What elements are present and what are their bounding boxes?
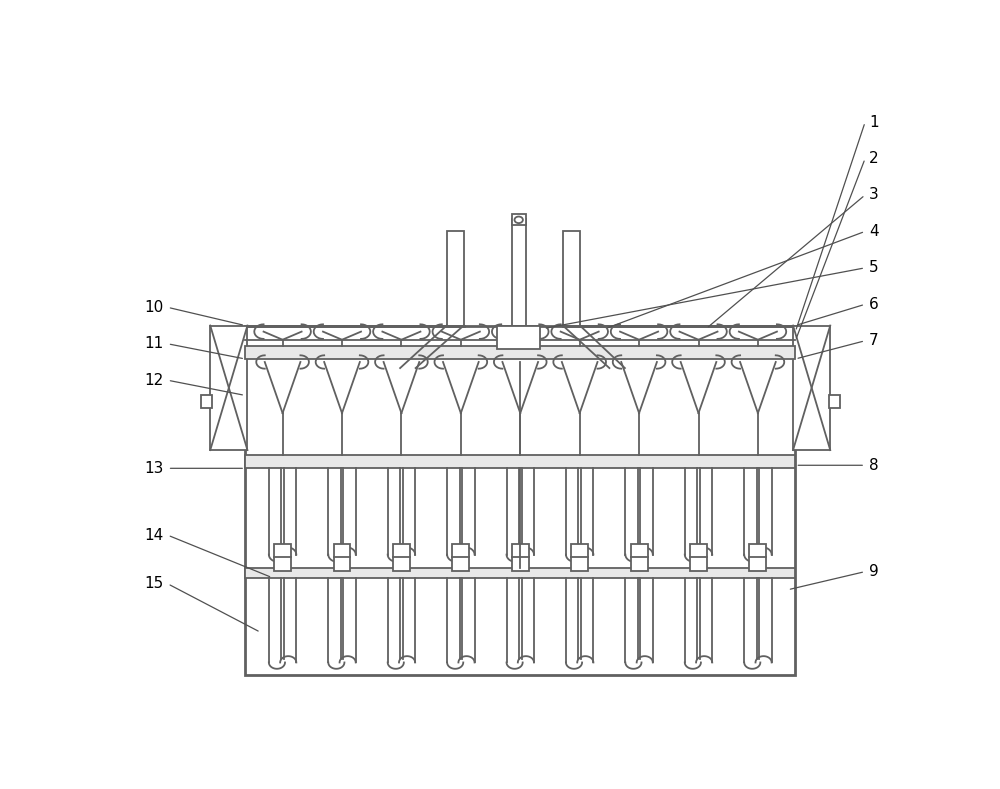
Bar xyxy=(690,544,707,571)
Bar xyxy=(447,231,464,326)
Bar xyxy=(512,215,526,226)
Bar xyxy=(512,219,526,326)
Bar xyxy=(245,346,795,359)
Bar xyxy=(631,544,648,571)
Bar xyxy=(497,326,540,349)
Text: 15: 15 xyxy=(144,576,164,591)
Bar xyxy=(793,326,830,450)
Text: 14: 14 xyxy=(144,528,164,543)
Text: 13: 13 xyxy=(144,461,164,476)
Text: 3: 3 xyxy=(869,188,879,203)
Text: 6: 6 xyxy=(869,297,879,312)
Text: 10: 10 xyxy=(144,300,164,315)
Text: 11: 11 xyxy=(144,336,164,351)
Bar xyxy=(245,455,795,469)
Bar xyxy=(452,544,469,571)
Bar xyxy=(749,544,766,571)
Bar xyxy=(393,544,410,571)
Text: 4: 4 xyxy=(869,224,879,239)
Bar xyxy=(571,544,588,571)
Text: 5: 5 xyxy=(869,260,879,275)
Bar xyxy=(245,568,795,578)
Bar xyxy=(274,544,291,571)
Bar xyxy=(563,231,580,326)
Bar xyxy=(829,395,840,408)
Bar xyxy=(334,544,350,571)
Text: 7: 7 xyxy=(869,333,879,348)
Text: 8: 8 xyxy=(869,458,879,473)
Bar xyxy=(245,326,795,675)
Bar xyxy=(512,544,529,571)
Text: 2: 2 xyxy=(869,151,879,166)
Bar xyxy=(210,326,247,450)
Bar xyxy=(201,395,212,408)
Text: 1: 1 xyxy=(869,114,879,129)
Text: 12: 12 xyxy=(144,372,164,387)
Text: 9: 9 xyxy=(869,564,879,579)
